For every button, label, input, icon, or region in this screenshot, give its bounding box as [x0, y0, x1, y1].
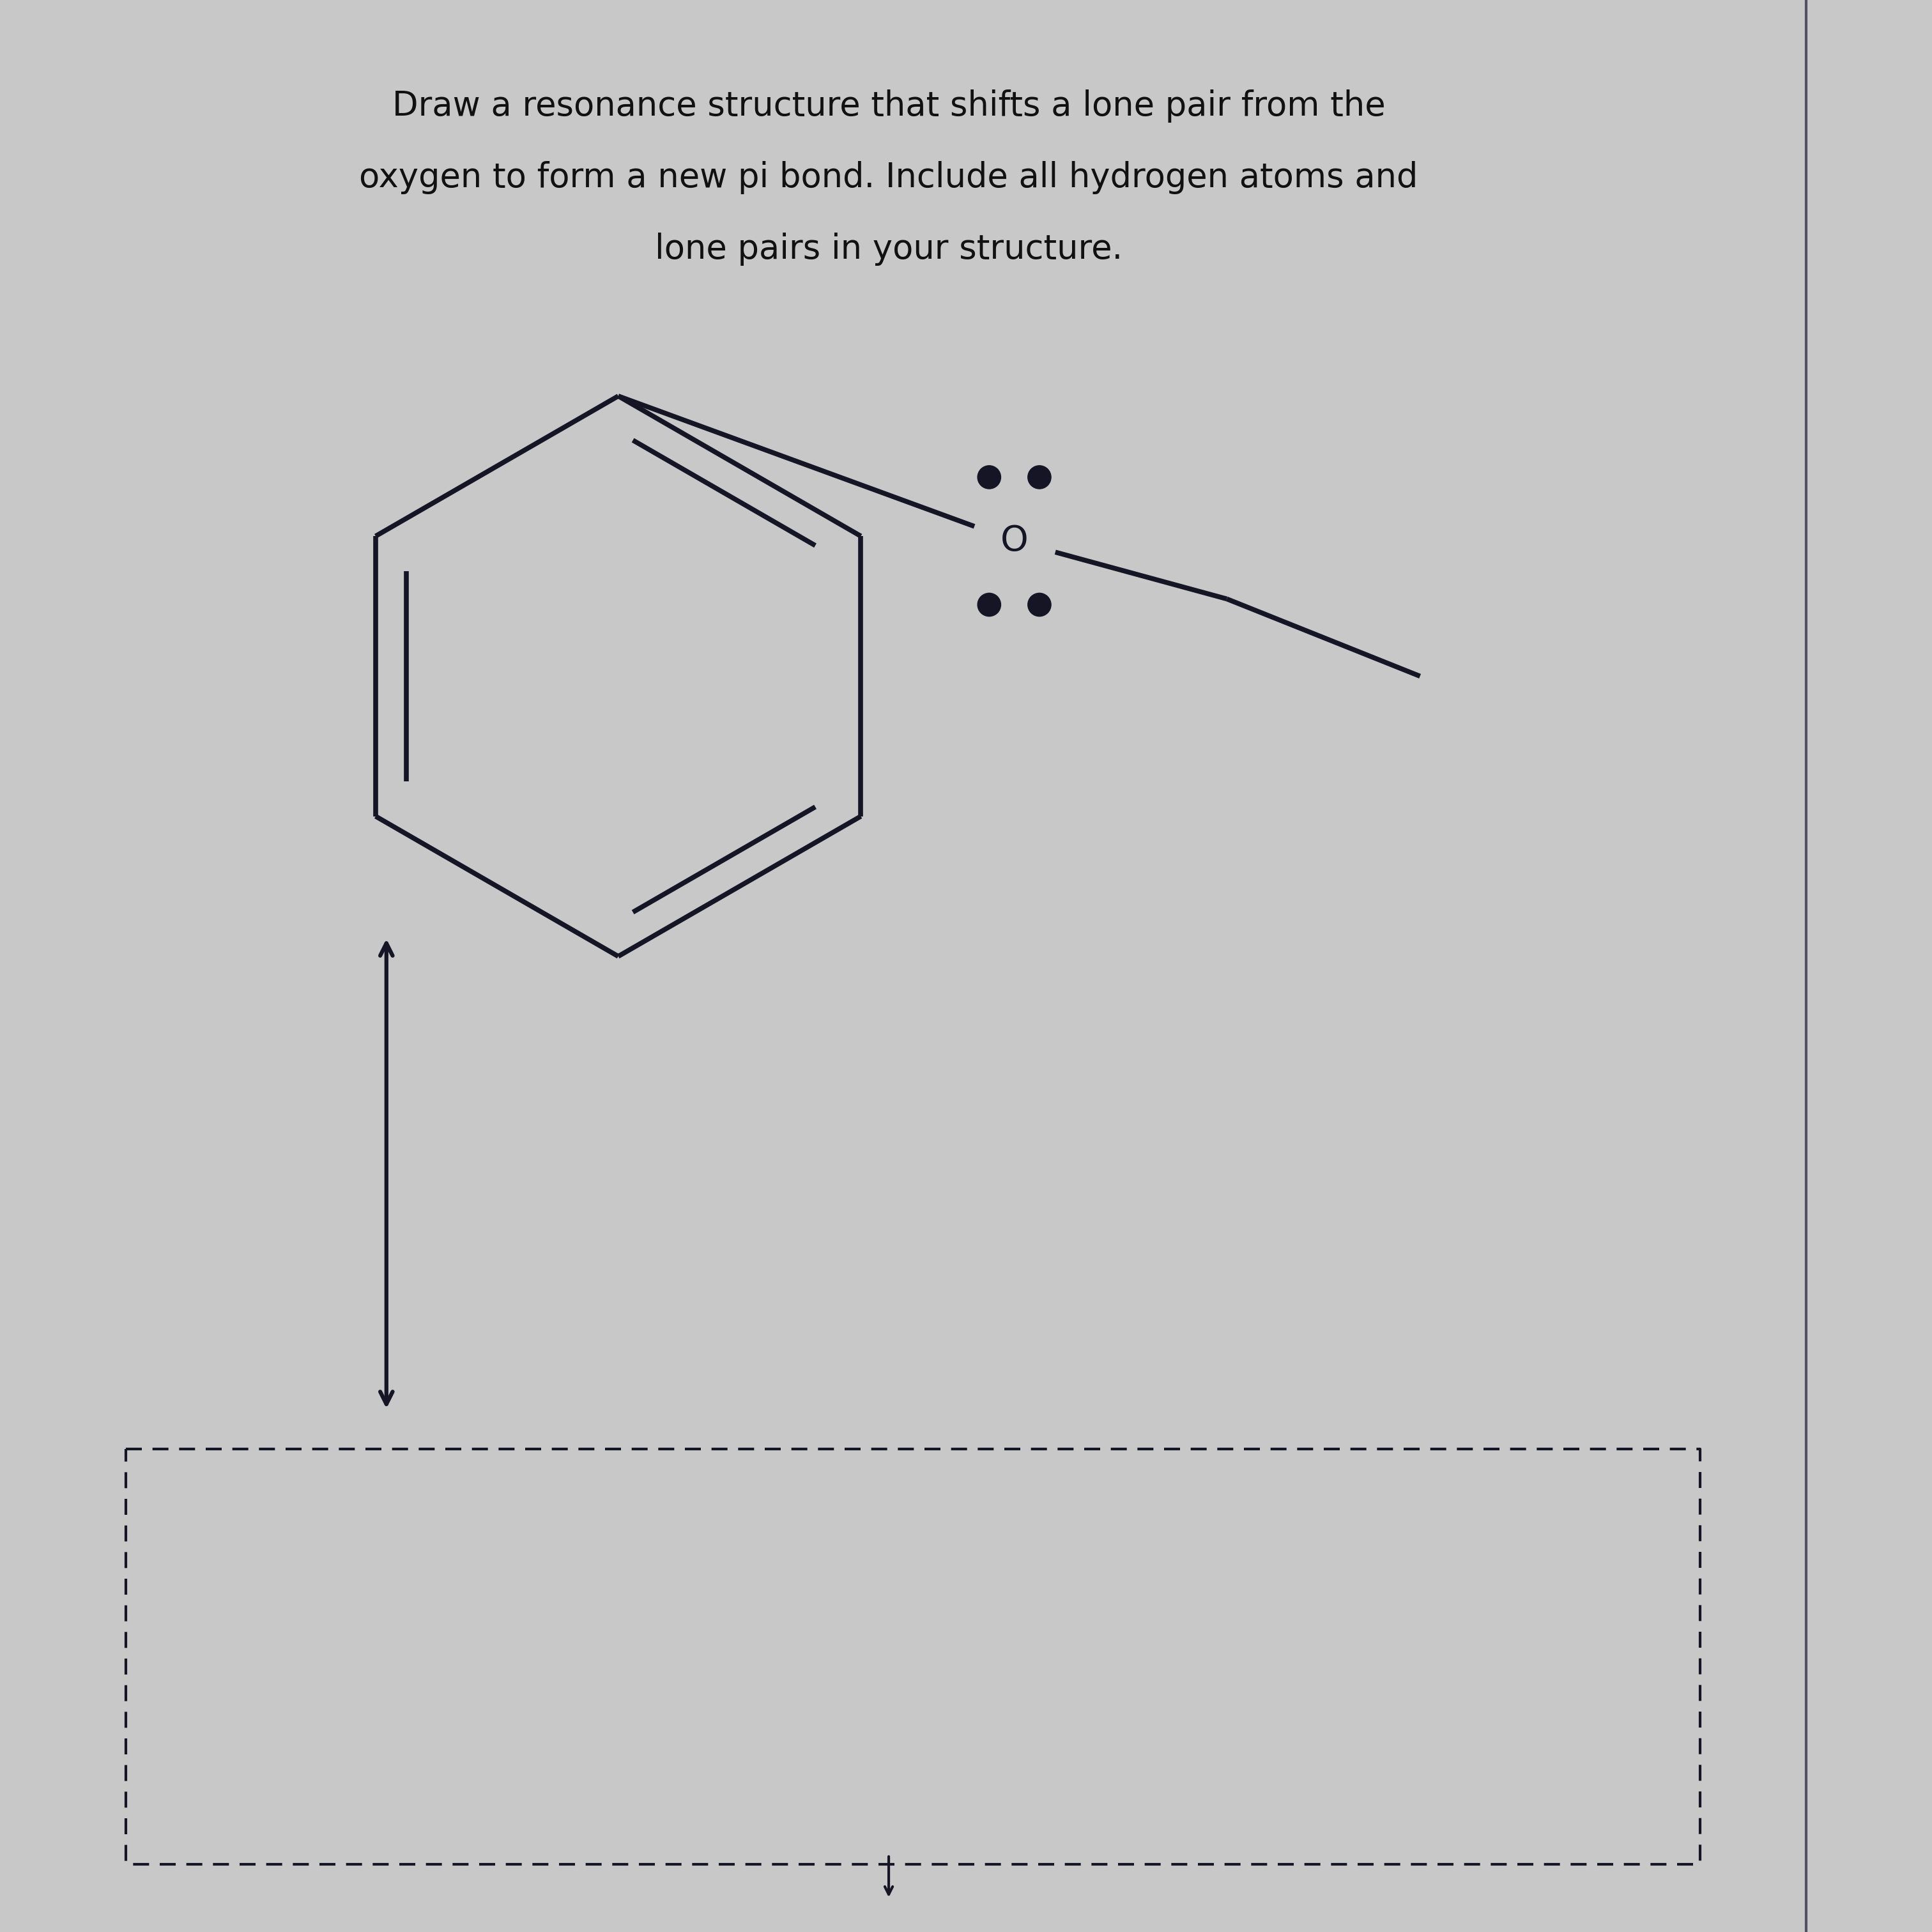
Circle shape: [1028, 466, 1051, 489]
Circle shape: [978, 466, 1001, 489]
Text: O: O: [1001, 524, 1028, 558]
Text: lone pairs in your structure.: lone pairs in your structure.: [655, 232, 1122, 267]
Circle shape: [978, 593, 1001, 616]
Text: Draw a resonance structure that shifts a lone pair from the: Draw a resonance structure that shifts a…: [392, 89, 1385, 124]
Circle shape: [1028, 593, 1051, 616]
Text: oxygen to form a new pi bond. Include all hydrogen atoms and: oxygen to form a new pi bond. Include al…: [359, 160, 1418, 195]
